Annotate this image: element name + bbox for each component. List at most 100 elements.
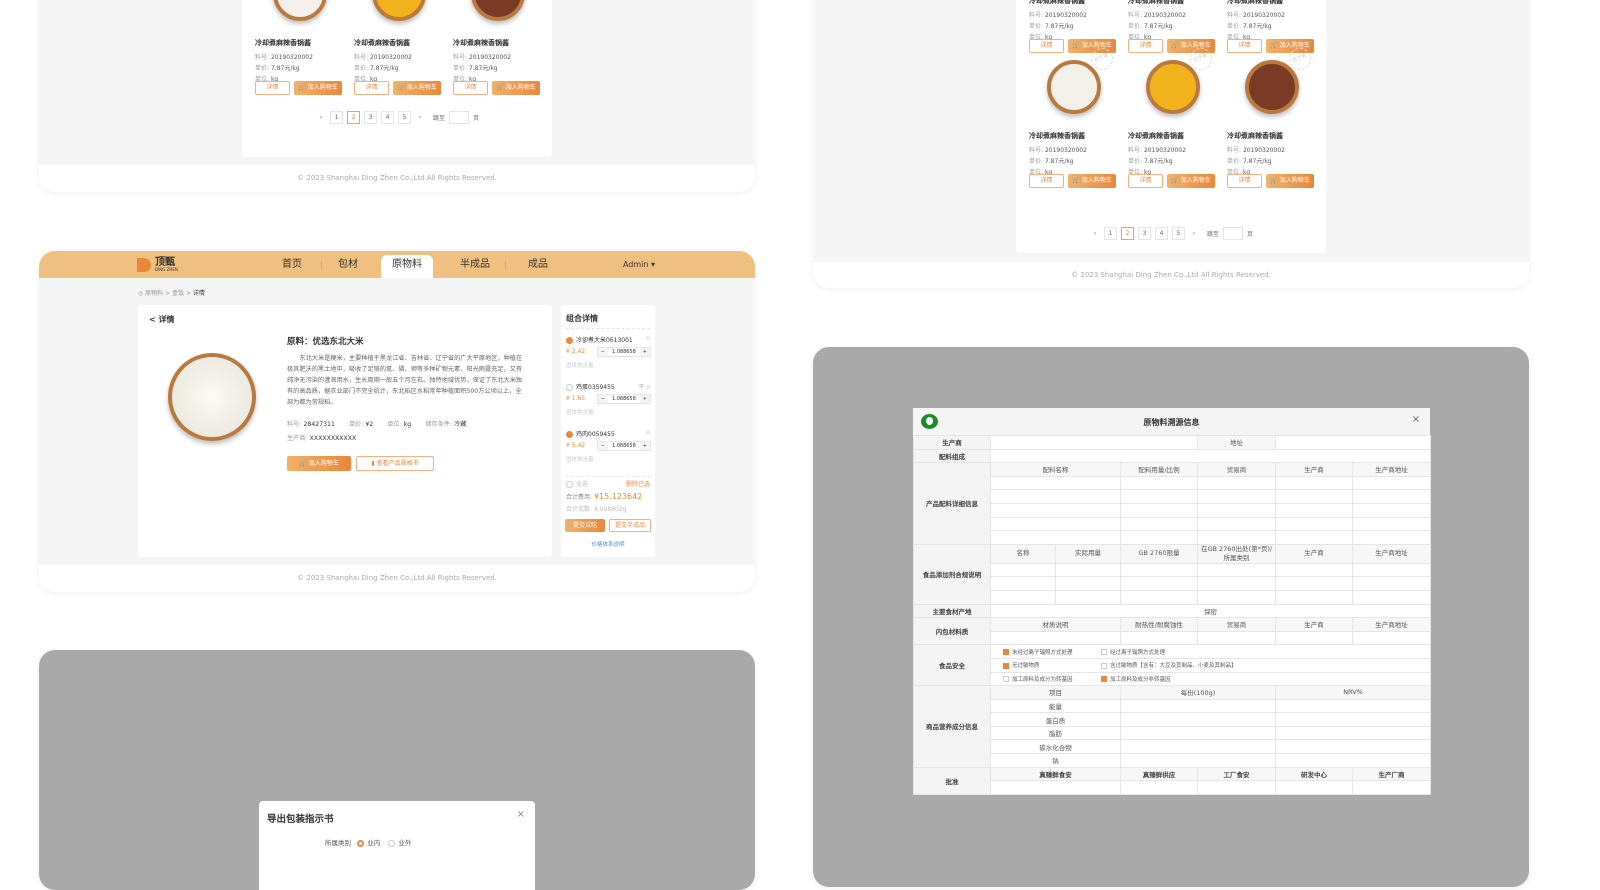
table-cell[interactable] <box>990 530 1121 545</box>
table-cell[interactable] <box>1119 489 1199 504</box>
next-page-button[interactable]: › <box>1192 230 1196 237</box>
add-to-cart-button[interactable]: 🛒 加入购物车 <box>1068 174 1116 188</box>
table-cell[interactable] <box>990 475 1121 491</box>
page-button[interactable]: 1 <box>1104 227 1117 240</box>
table-cell[interactable] <box>1119 475 1199 491</box>
table-cell[interactable] <box>1352 630 1432 646</box>
table-cell[interactable] <box>990 630 1121 646</box>
table-cell[interactable] <box>1197 589 1277 605</box>
plus-button[interactable]: + <box>639 395 650 403</box>
table-cell[interactable] <box>1275 589 1354 605</box>
safety-checkbox[interactable]: 加工原料及成分为转基因 <box>1003 675 1101 683</box>
table-cell[interactable] <box>990 780 1121 795</box>
next-page-button[interactable]: › <box>418 114 422 121</box>
page-button[interactable]: 4 <box>381 111 394 124</box>
add-to-cart-button[interactable]: 🛒 加入购物车 <box>492 81 540 95</box>
jump-page-input[interactable] <box>1223 227 1244 240</box>
table-cell[interactable] <box>1197 630 1277 646</box>
table-cell[interactable] <box>990 489 1121 504</box>
back-button[interactable]: < 详情 <box>149 315 175 324</box>
table-cell[interactable] <box>1275 725 1432 741</box>
drag-handle-icon[interactable]: ⁞⁞ <box>646 335 650 342</box>
quantity-stepper[interactable]: −1.088658 + <box>596 347 651 357</box>
table-cell[interactable] <box>1275 739 1432 755</box>
close-icon[interactable]: × <box>1411 414 1420 425</box>
table-cell[interactable] <box>1119 502 1199 518</box>
producer-field[interactable] <box>989 435 1199 450</box>
table-cell[interactable] <box>1275 698 1432 714</box>
page-button[interactable]: 1 <box>330 111 343 124</box>
table-cell[interactable] <box>1352 489 1432 504</box>
table-cell[interactable] <box>1275 530 1354 545</box>
table-cell[interactable] <box>1197 475 1277 491</box>
plus-button[interactable]: + <box>639 348 650 356</box>
page-button[interactable]: 3 <box>1138 227 1151 240</box>
table-cell[interactable] <box>1275 576 1354 591</box>
prev-page-button[interactable]: ‹ <box>1093 230 1097 237</box>
detail-button[interactable]: 详情 <box>1227 39 1262 53</box>
table-cell[interactable] <box>1055 562 1121 578</box>
safety-checkbox[interactable]: 经过离子辐照方式处理 <box>1101 648 1199 656</box>
table-cell[interactable] <box>1275 712 1432 727</box>
table-cell[interactable] <box>1119 698 1277 714</box>
table-cell[interactable] <box>1352 530 1432 545</box>
page-button[interactable]: 2 <box>347 111 360 124</box>
close-icon[interactable]: × <box>516 809 525 820</box>
drag-handle-icon[interactable]: 干 ⁞⁞ <box>638 384 650 391</box>
table-cell[interactable] <box>1119 516 1199 532</box>
add-to-cart-button[interactable]: 🛒 加入购物车 <box>294 81 342 95</box>
jump-page-input[interactable] <box>449 111 470 124</box>
safety-checkbox[interactable]: 未经过离子辐照方式处理 <box>1003 648 1101 656</box>
combo-item-checkbox[interactable] <box>566 384 573 391</box>
add-to-cart-button[interactable]: 🛒 加入购物车 <box>1167 39 1215 53</box>
composition-field[interactable] <box>989 448 1432 464</box>
add-to-cart-button[interactable]: 🛒 加入购物车 <box>1266 39 1314 53</box>
safety-checkbox[interactable]: 加工原料及成分非转基因 <box>1101 675 1199 683</box>
table-cell[interactable] <box>1055 589 1121 605</box>
minus-button[interactable]: − <box>597 395 608 403</box>
add-to-cart-button[interactable]: 🛒 加入购物车 <box>1167 174 1215 188</box>
nav-item[interactable]: 成品 <box>528 259 548 270</box>
submit-trial-button[interactable]: 提交试吃 <box>565 519 605 532</box>
table-cell[interactable] <box>1275 516 1354 532</box>
table-cell[interactable] <box>1197 502 1277 518</box>
table-cell[interactable] <box>1119 712 1277 727</box>
table-cell[interactable] <box>1197 562 1277 578</box>
detail-button[interactable]: 详情 <box>354 81 389 95</box>
submit-semi-button[interactable]: 提交半成品 <box>609 519 651 532</box>
table-cell[interactable] <box>990 516 1121 532</box>
table-cell[interactable] <box>1352 780 1432 795</box>
add-to-cart-button[interactable]: 🛒 加入购物车 <box>1266 174 1314 188</box>
nav-item[interactable]: 原物料 <box>381 255 433 278</box>
detail-button[interactable]: 详情 <box>1227 174 1262 188</box>
safety-checkbox[interactable]: 含过敏物质【含有：大豆及其制品、小麦及其制品】 <box>1101 661 1237 669</box>
table-cell[interactable] <box>1197 489 1277 504</box>
table-cell[interactable] <box>1275 630 1354 646</box>
combo-item-checkbox[interactable] <box>566 337 573 344</box>
table-cell[interactable] <box>1352 516 1432 532</box>
minus-button[interactable]: − <box>597 348 608 356</box>
view-spec-button[interactable]: ▮ 查看产品规格书 <box>356 456 434 471</box>
table-cell[interactable] <box>1119 739 1277 755</box>
table-cell[interactable] <box>1352 502 1432 518</box>
table-cell[interactable] <box>1197 576 1277 591</box>
add-to-cart-button[interactable]: 🛒 加入购物车 <box>1068 39 1116 53</box>
table-cell[interactable] <box>1197 530 1277 545</box>
table-cell[interactable] <box>1119 725 1277 741</box>
quantity-stepper[interactable]: −1.088658 + <box>596 394 651 404</box>
select-all-checkbox[interactable] <box>566 481 573 488</box>
plus-button[interactable]: + <box>639 442 650 450</box>
table-cell[interactable] <box>990 576 1056 591</box>
table-cell[interactable] <box>1119 576 1199 591</box>
table-cell[interactable] <box>1275 753 1432 768</box>
table-cell[interactable] <box>1119 753 1277 768</box>
table-cell[interactable] <box>1119 630 1199 646</box>
page-button[interactable]: 3 <box>364 111 377 124</box>
table-cell[interactable] <box>1197 780 1277 795</box>
table-cell[interactable] <box>1119 562 1199 578</box>
table-cell[interactable] <box>1275 562 1354 578</box>
nav-item[interactable]: 半成品 <box>460 259 490 270</box>
table-cell[interactable] <box>1352 562 1432 578</box>
safety-checkbox[interactable]: 无过敏物质 <box>1003 661 1101 669</box>
detail-button[interactable]: 详情 <box>1029 39 1064 53</box>
